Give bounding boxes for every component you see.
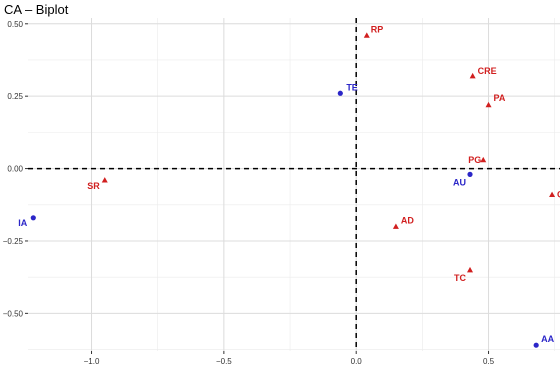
point-au [467, 171, 473, 177]
x-tick-label: −1.0 [84, 357, 100, 366]
point-tc [467, 266, 474, 273]
point-label-ce: CE [557, 190, 560, 200]
y-tick-label: −0.50 [3, 309, 24, 318]
point-rp [363, 32, 370, 38]
point-label-aa: AA [541, 334, 554, 344]
point-sr [101, 177, 108, 183]
chart-title: CA – Biplot [4, 2, 69, 17]
point-ia [30, 215, 36, 221]
point-aa [533, 342, 539, 348]
point-cre [469, 72, 476, 79]
y-tick-label: 0.50 [7, 20, 23, 29]
point-ce [549, 191, 556, 198]
point-label-pg: PG [468, 155, 481, 165]
point-label-rp: RP [371, 24, 384, 34]
point-te [337, 90, 343, 96]
point-ad [392, 223, 399, 229]
y-tick-label: 0.25 [7, 92, 23, 101]
point-label-tc: TC [454, 273, 466, 283]
point-label-ad: AD [401, 215, 414, 225]
point-label-pa: PA [494, 93, 506, 103]
x-tick-label: 0.0 [351, 357, 363, 366]
x-tick-label: 0.5 [483, 357, 495, 366]
point-label-sr: SR [87, 181, 100, 191]
y-tick-label: −0.25 [3, 237, 24, 246]
x-tick-label: −0.5 [216, 357, 232, 366]
point-label-au: AU [453, 177, 466, 187]
y-tick-label: 0.00 [7, 165, 23, 174]
point-pa [485, 101, 492, 108]
point-label-ia: IA [18, 218, 28, 228]
point-label-te: TE [346, 82, 358, 92]
point-label-cre: CRE [478, 66, 497, 76]
point-pg [480, 156, 487, 163]
